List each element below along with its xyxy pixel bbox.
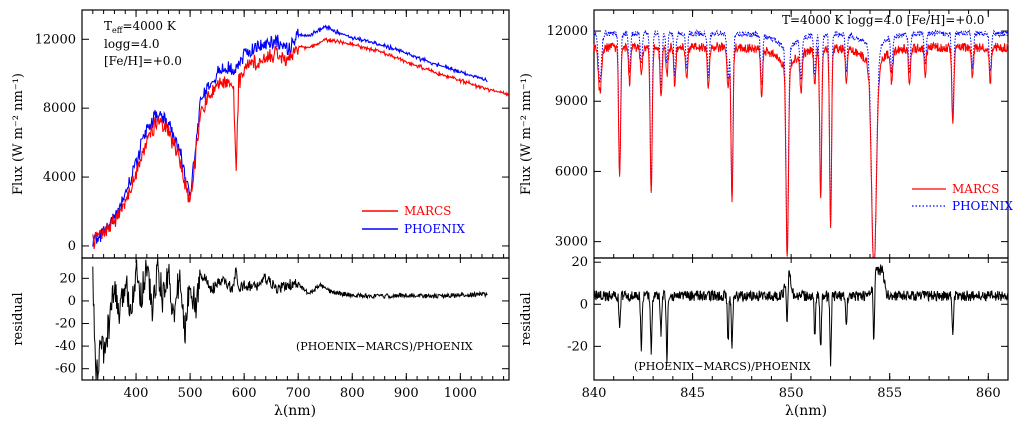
y-tick-label: -40 — [55, 339, 76, 354]
y-tick-label: 12000 — [547, 24, 588, 39]
legend-phoenix-label: PHOENIX — [404, 222, 465, 236]
x-tick-label: 860 — [976, 386, 1001, 401]
model-params: T=4000 K logg=4.0 [Fe/H]=+0.0 — [782, 13, 984, 27]
param-feh: [Fe/H]=+0.0 — [104, 54, 182, 68]
legend: MARCS PHOENIX — [362, 204, 465, 236]
series-residual — [593, 264, 1009, 367]
x-tick-label: 500 — [178, 386, 203, 401]
legend-phoenix-label: PHOENIX — [952, 199, 1013, 213]
x-tick-label: 1000 — [444, 386, 477, 401]
residual-formula: (PHOENIX−MARCS)/PHOENIX — [634, 360, 811, 373]
y-axis-label: residual — [11, 292, 26, 345]
y-tick-label: 0 — [68, 239, 76, 254]
y-tick-label: -60 — [55, 362, 76, 377]
y-axis-label: Flux (W m⁻² nm⁻¹) — [11, 73, 26, 195]
legend-marcs-label: MARCS — [404, 204, 451, 218]
x-tick-label: 700 — [286, 386, 311, 401]
x-tick-label: 900 — [394, 386, 419, 401]
residual-formula: (PHOENIX−MARCS)/PHOENIX — [296, 340, 473, 353]
series-residual — [92, 257, 488, 381]
x-axis-label: λ(nm) — [274, 403, 316, 419]
y-tick-label: 0 — [68, 294, 76, 309]
x-tick-label: 600 — [232, 386, 257, 401]
x-tick-label: 855 — [877, 386, 902, 401]
residual-panel-full-range: -60 -40 -20 0 20 400 500 600 700 800 900 1000 resi… — [11, 10, 510, 419]
series-marcs — [92, 36, 510, 250]
y-tick-label: 20 — [59, 271, 76, 286]
param-logg: logg=4.0 — [104, 37, 160, 51]
param-teff: Teff=4000 K — [104, 19, 177, 35]
legend-marcs-label: MARCS — [952, 182, 999, 196]
y-tick-label: -20 — [567, 339, 588, 354]
y-tick-label: 20 — [571, 255, 588, 270]
y-tick-label: 4000 — [43, 170, 76, 185]
x-tick-label: 400 — [124, 386, 149, 401]
x-tick-label: 840 — [582, 386, 607, 401]
legend: MARCS PHOENIX — [912, 182, 1013, 213]
residual-panel-cat-triplet: -20 0 20 840 845 850 855 860 residual (PHOENIX… — [519, 10, 1009, 419]
series-marcs — [593, 41, 1009, 259]
x-axis-label: λ(nm) — [785, 403, 827, 419]
y-tick-label: 9000 — [555, 94, 588, 109]
x-tick-label: 850 — [779, 386, 804, 401]
y-tick-label: -20 — [55, 317, 76, 332]
y-axis-label: residual — [519, 292, 534, 345]
series-phoenix — [593, 28, 1009, 259]
y-tick-label: 8000 — [43, 101, 76, 116]
x-tick-label: 845 — [680, 386, 705, 401]
flux-panel-full-range: 0 4000 8000 12000 Flux (W m⁻² nm⁻¹) Teff=40… — [11, 9, 510, 380]
plot-frame — [593, 257, 1009, 381]
plot-frame — [81, 257, 510, 381]
flux-panel-cat-triplet: 3000 6000 9000 12000 Flux (W m⁻² nm⁻¹) T=40… — [519, 9, 1013, 380]
y-tick-label: 6000 — [555, 164, 588, 179]
y-tick-label: 12000 — [35, 32, 76, 47]
y-axis-label: Flux (W m⁻² nm⁻¹) — [519, 73, 534, 195]
y-tick-label: 3000 — [555, 235, 588, 250]
x-tick-label: 800 — [340, 386, 365, 401]
y-tick-label: 0 — [580, 297, 588, 312]
